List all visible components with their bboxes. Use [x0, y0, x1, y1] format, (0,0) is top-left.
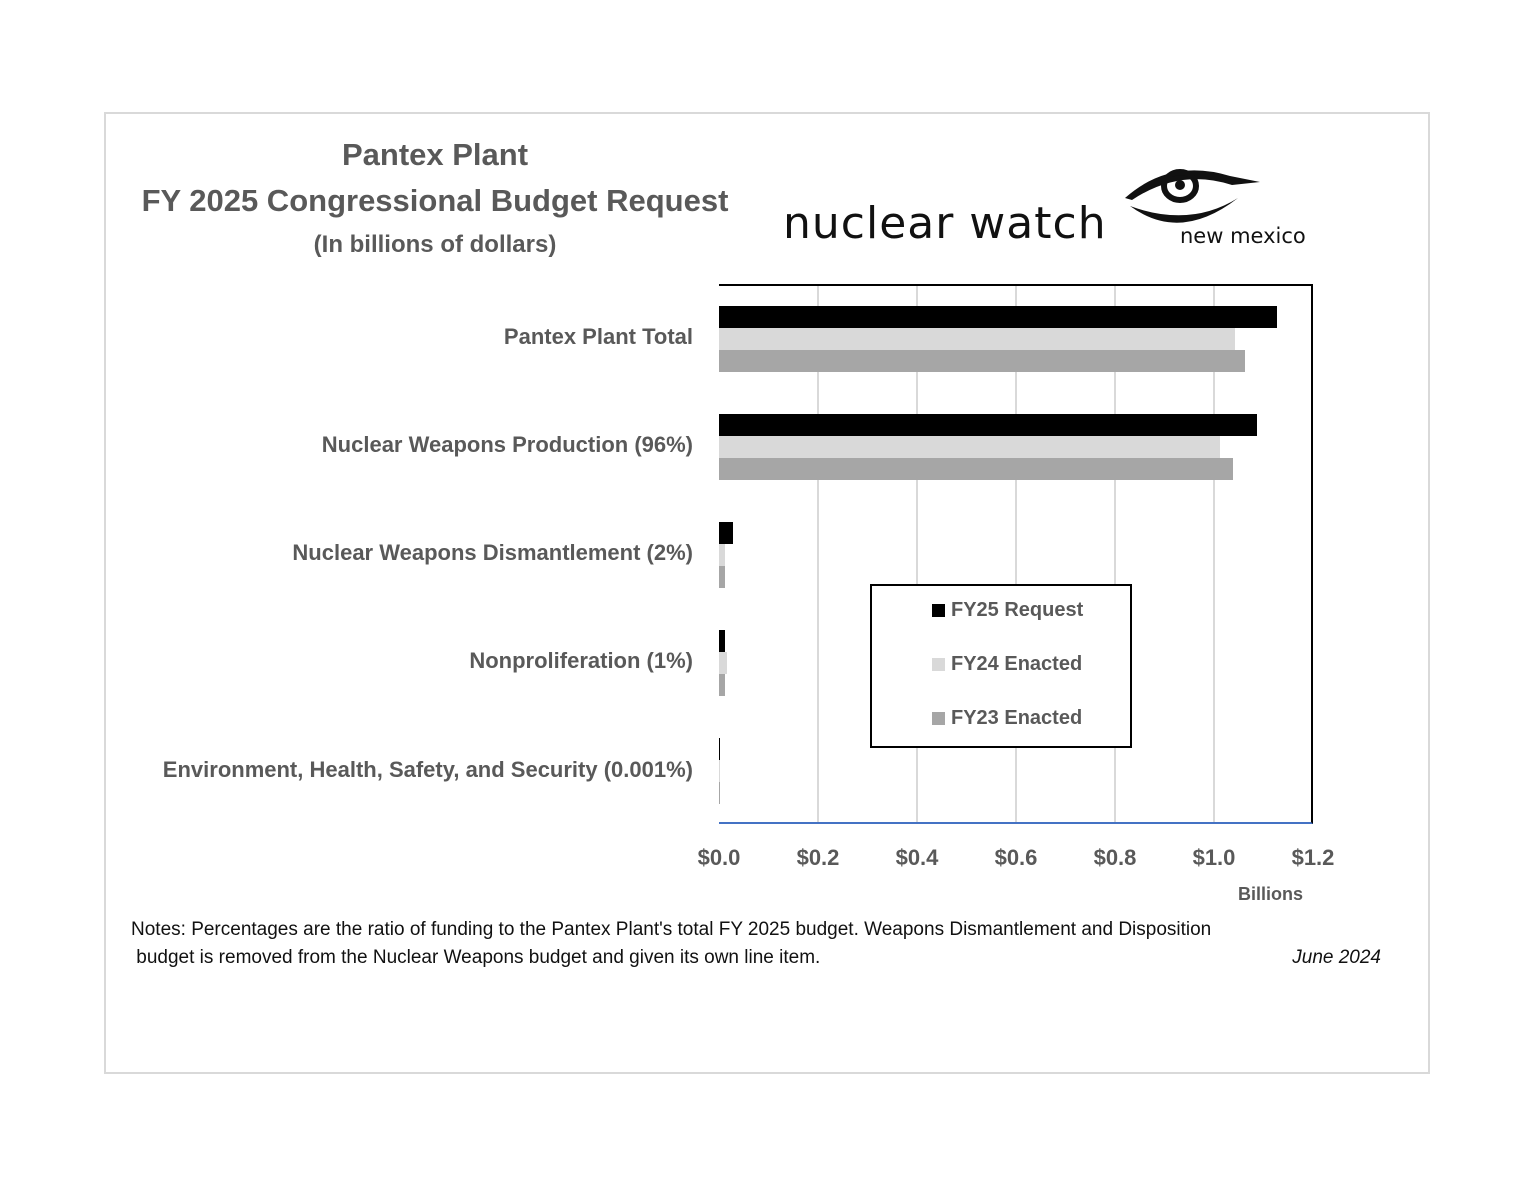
gridline: [817, 286, 819, 822]
x-axis-unit-label: Billions: [1238, 884, 1304, 904]
bar-fy24-enacted: [719, 436, 1220, 458]
bar-fy25-request: [719, 414, 1258, 436]
notes-date: June 2024: [1292, 947, 1381, 968]
category-label: Nuclear Weapons Dismantlement (2%): [292, 540, 693, 565]
bar-fy23-enacted: [719, 674, 725, 696]
legend-label: FY24 Enacted: [951, 653, 1083, 675]
chart-subtitle: (In billions of dollars): [313, 231, 557, 258]
category-label: Environment, Health, Safety, and Securit…: [162, 757, 693, 782]
category-label: Nonproliferation (1%): [469, 648, 693, 673]
chart-title-line1: Pantex Plant: [341, 137, 529, 172]
legend-swatch-icon: [932, 658, 945, 671]
plot-area: [719, 284, 1313, 824]
bar-fy25-request: [719, 306, 1277, 328]
x-tick-label: $0.6: [994, 845, 1038, 870]
chart-legend: FY25 Request FY24 Enacted FY23 Enacted: [870, 584, 1132, 748]
x-tick-label: $1.0: [1192, 845, 1236, 870]
legend-item: FY24 Enacted: [932, 653, 1082, 676]
x-tick-label: $0.0: [697, 845, 741, 870]
bar-fy23-enacted: [719, 458, 1233, 480]
legend-swatch-icon: [932, 712, 945, 725]
gridline: [916, 286, 918, 822]
legend-label: FY23 Enacted: [951, 707, 1083, 729]
legend-item: FY23 Enacted: [932, 707, 1082, 730]
bar-fy25-request: [719, 738, 720, 760]
logo-wordmark: nuclear watch: [783, 198, 1107, 249]
bar-fy25-request: [719, 630, 725, 652]
legend-label: FY25 Request: [951, 599, 1084, 621]
category-label: Pantex Plant Total: [503, 324, 693, 349]
bar-fy24-enacted: [719, 760, 720, 782]
gridline: [1114, 286, 1116, 822]
bar-fy24-enacted: [719, 652, 727, 674]
notes-line1: Notes: Percentages are the ratio of fund…: [131, 919, 1212, 940]
bar-fy24-enacted: [719, 328, 1235, 350]
x-tick-label: $0.8: [1093, 845, 1137, 870]
gridline: [1213, 286, 1215, 822]
legend-swatch-icon: [932, 604, 945, 617]
chart-notes: Notes: Percentages are the ratio of fund…: [131, 916, 1381, 972]
bar-fy23-enacted: [719, 782, 720, 804]
bar-fy23-enacted: [719, 350, 1246, 372]
category-label: Nuclear Weapons Production (96%): [321, 432, 693, 457]
x-tick-label: $0.4: [895, 845, 939, 870]
gridline: [1015, 286, 1017, 822]
x-tick-label: $1.2: [1291, 845, 1335, 870]
x-tick-label: $0.2: [796, 845, 840, 870]
notes-line2: budget is removed from the Nuclear Weapo…: [131, 947, 821, 968]
logo-subtitle: new mexico: [1180, 224, 1306, 248]
bar-fy25-request: [719, 522, 733, 544]
chart-title-line2: FY 2025 Congressional Budget Request: [141, 183, 729, 218]
bar-fy24-enacted: [719, 544, 725, 566]
bar-fy23-enacted: [719, 566, 725, 588]
legend-item: FY25 Request: [932, 599, 1083, 622]
eye-icon: [1125, 169, 1260, 223]
chart-frame: [104, 112, 1430, 1074]
